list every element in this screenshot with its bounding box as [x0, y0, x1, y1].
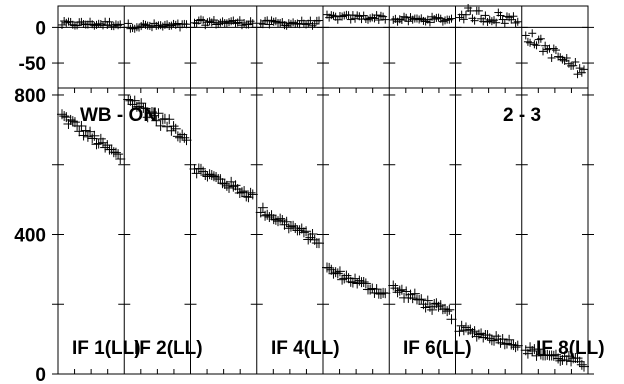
data-points	[57, 4, 589, 372]
amp-tick-label-0: 0	[35, 365, 46, 384]
phase-tick-label-1: -50	[19, 54, 46, 75]
amp-tick-label-800: 800	[14, 86, 46, 107]
phase-tick-label-0: 0	[35, 18, 46, 39]
amp-tick-label-400: 400	[14, 225, 46, 246]
source-label: WB - ON	[80, 105, 157, 126]
if-label-4: IF 4(LL)	[271, 338, 340, 359]
axis-ticks	[52, 26, 594, 375]
if-label-8: IF 8(LL)	[536, 338, 605, 359]
if-label-2: IF 2(LL)	[134, 338, 203, 359]
baseline-label: 2 - 3	[503, 105, 541, 126]
if-label-6: IF 6(LL)	[403, 338, 472, 359]
plot-frames	[57, 5, 589, 375]
if-label-1: IF 1(LL)	[72, 338, 141, 359]
chart-labels: 0 -50 800 400 0 WB - ON 2 - 3 IF 1(LL) I…	[14, 18, 604, 384]
